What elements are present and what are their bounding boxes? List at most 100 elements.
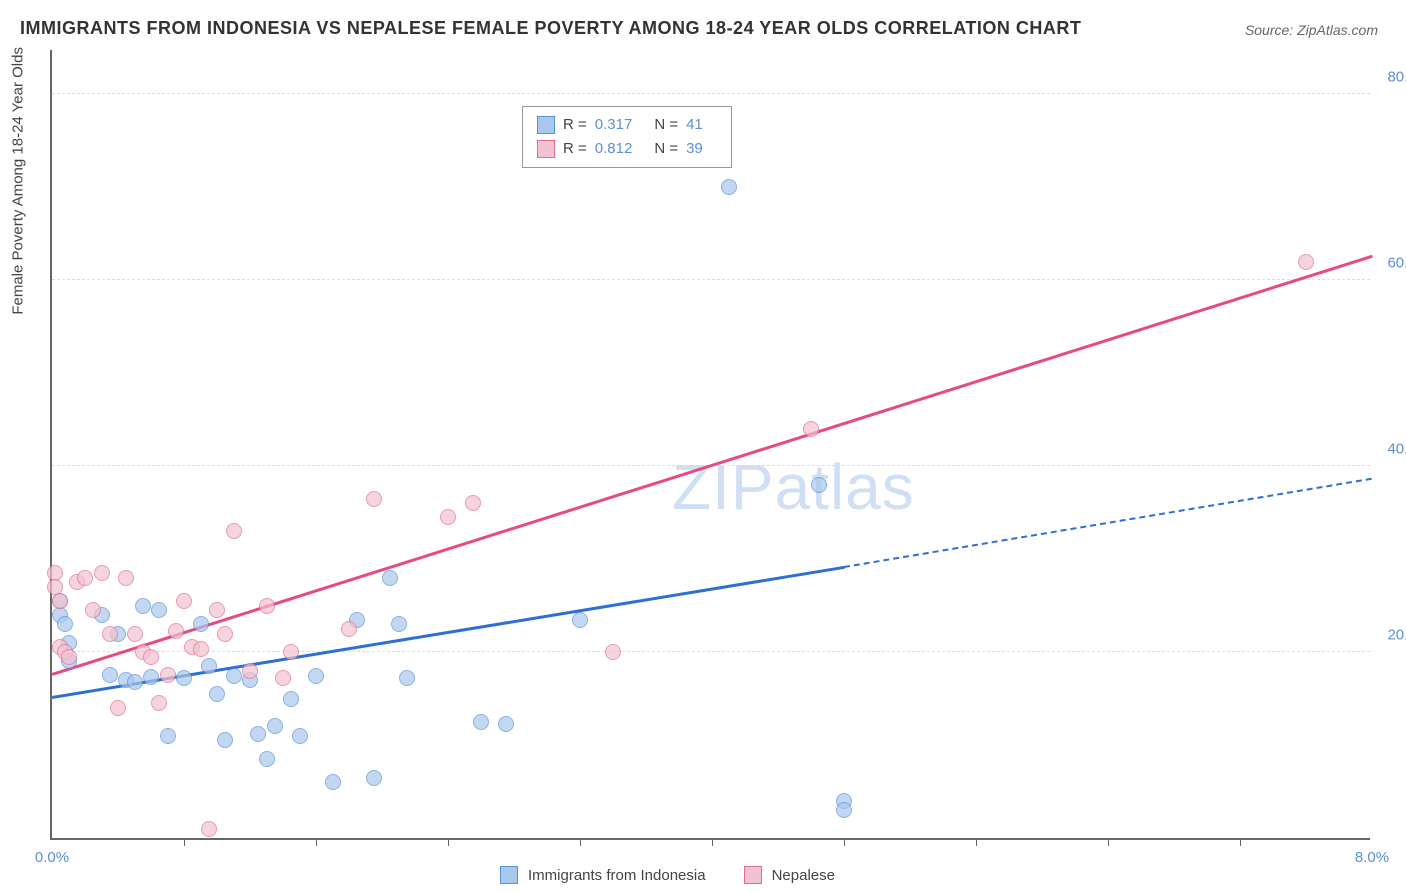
data-point	[143, 649, 159, 665]
data-point	[226, 523, 242, 539]
plot-area: ZIPatlas R = 0.317 N = 41 R = 0.812 N = …	[50, 50, 1370, 840]
data-point	[292, 728, 308, 744]
legend-swatch-series2	[537, 140, 555, 158]
data-point	[473, 714, 489, 730]
data-point	[193, 641, 209, 657]
data-point	[85, 602, 101, 618]
n-value-series2: 39	[686, 137, 703, 161]
data-point	[440, 509, 456, 525]
data-point	[836, 802, 852, 818]
data-point	[94, 565, 110, 581]
data-point	[143, 669, 159, 685]
data-point	[118, 570, 134, 586]
r-label: R =	[563, 113, 587, 137]
data-point	[77, 570, 93, 586]
x-tick	[184, 838, 185, 846]
data-point	[811, 477, 827, 493]
x-tick	[1108, 838, 1109, 846]
data-point	[193, 616, 209, 632]
data-point	[61, 649, 77, 665]
data-point	[267, 718, 283, 734]
r-label: R =	[563, 137, 587, 161]
data-point	[605, 644, 621, 660]
data-point	[176, 593, 192, 609]
x-tick	[316, 838, 317, 846]
x-tick-label: 8.0%	[1355, 849, 1389, 866]
y-axis-label: Female Poverty Among 18-24 Year Olds	[10, 47, 27, 315]
data-point	[102, 626, 118, 642]
legend-label-series2: Nepalese	[772, 867, 835, 884]
data-point	[391, 616, 407, 632]
source-attribution: Source: ZipAtlas.com	[1245, 22, 1378, 38]
data-point	[151, 695, 167, 711]
legend-swatch-series1	[537, 116, 555, 134]
x-tick	[712, 838, 713, 846]
data-point	[102, 667, 118, 683]
data-point	[325, 774, 341, 790]
data-point	[110, 700, 126, 716]
legend-stats-row: R = 0.317 N = 41	[537, 113, 717, 137]
data-point	[135, 598, 151, 614]
data-point	[217, 732, 233, 748]
legend-swatch-series1	[500, 866, 518, 884]
x-tick	[580, 838, 581, 846]
data-point	[308, 668, 324, 684]
data-point	[209, 686, 225, 702]
gridline	[52, 93, 1370, 94]
data-point	[52, 593, 68, 609]
legend-stats: R = 0.317 N = 41 R = 0.812 N = 39	[522, 106, 732, 168]
data-point	[465, 495, 481, 511]
data-point	[168, 623, 184, 639]
x-tick	[844, 838, 845, 846]
data-point	[399, 670, 415, 686]
r-value-series2: 0.812	[595, 137, 633, 161]
legend-stats-row: R = 0.812 N = 39	[537, 137, 717, 161]
data-point	[217, 626, 233, 642]
data-point	[201, 658, 217, 674]
n-label: N =	[654, 137, 678, 161]
data-point	[57, 616, 73, 632]
legend-series: Immigrants from Indonesia Nepalese	[500, 866, 835, 884]
data-point	[283, 644, 299, 660]
y-tick-label: 40.0%	[1387, 441, 1406, 458]
r-value-series1: 0.317	[595, 113, 633, 137]
n-label: N =	[654, 113, 678, 137]
data-point	[259, 598, 275, 614]
x-tick	[1240, 838, 1241, 846]
y-tick-label: 80.0%	[1387, 69, 1406, 86]
data-point	[572, 612, 588, 628]
data-point	[1298, 254, 1314, 270]
watermark-thin: atlas	[775, 451, 915, 523]
data-point	[498, 716, 514, 732]
chart-title: IMMIGRANTS FROM INDONESIA VS NEPALESE FE…	[20, 18, 1081, 39]
data-point	[176, 670, 192, 686]
data-point	[127, 674, 143, 690]
data-point	[366, 770, 382, 786]
n-value-series1: 41	[686, 113, 703, 137]
data-point	[721, 179, 737, 195]
y-tick-label: 60.0%	[1387, 255, 1406, 272]
trend-line	[844, 478, 1372, 568]
gridline	[52, 279, 1370, 280]
data-point	[127, 626, 143, 642]
data-point	[250, 726, 266, 742]
y-tick-label: 20.0%	[1387, 627, 1406, 644]
data-point	[366, 491, 382, 507]
data-point	[160, 728, 176, 744]
data-point	[341, 621, 357, 637]
data-point	[209, 602, 225, 618]
x-tick	[448, 838, 449, 846]
x-tick	[976, 838, 977, 846]
data-point	[259, 751, 275, 767]
data-point	[275, 670, 291, 686]
data-point	[160, 667, 176, 683]
data-point	[242, 663, 258, 679]
gridline	[52, 651, 1370, 652]
x-tick-label: 0.0%	[35, 849, 69, 866]
data-point	[803, 421, 819, 437]
data-point	[151, 602, 167, 618]
watermark: ZIPatlas	[672, 450, 915, 524]
data-point	[382, 570, 398, 586]
data-point	[283, 691, 299, 707]
data-point	[201, 821, 217, 837]
